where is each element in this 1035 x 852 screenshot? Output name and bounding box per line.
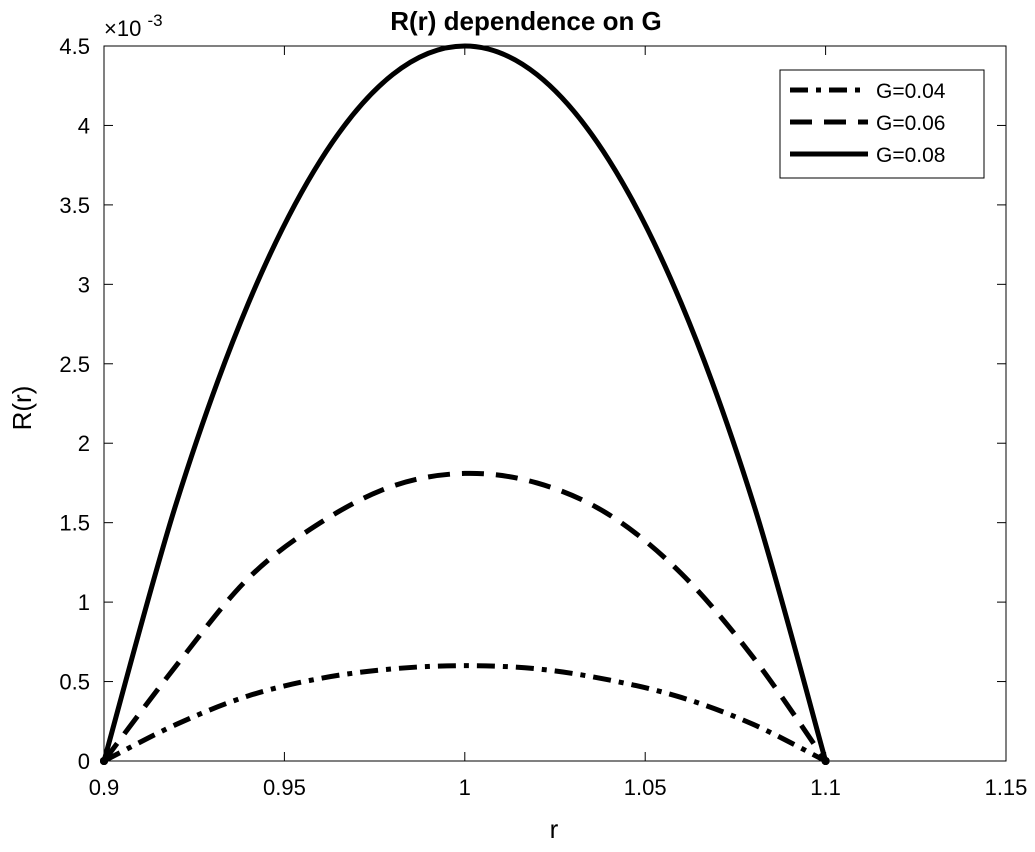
x-tick-label: 0.95 [263, 775, 306, 800]
y-multiplier-exponent: -3 [147, 11, 162, 30]
series-point [100, 757, 108, 765]
series-group [100, 43, 830, 765]
ticks-group: 0.9 0.95 1 1.05 1.1 1.15 0 0.5 1 1.5 2 2.5 3 3.5 4 4.5 [59, 34, 1027, 800]
x-tick-label: 1 [459, 775, 471, 800]
legend-label: G=0.04 [876, 80, 946, 103]
series-line-G=0.06 [102, 470, 828, 763]
legend-box [779, 69, 985, 179]
y-tick-label: 1.5 [59, 511, 90, 536]
x-tick-label: 1.15 [985, 775, 1028, 800]
y-tick-label: 2 [78, 431, 90, 456]
x-tick-label: 1.1 [810, 775, 841, 800]
x-axis-label: r [550, 814, 559, 844]
y-tick-label: 3.5 [59, 193, 90, 218]
y-tick-label: 4 [78, 113, 90, 138]
series-line-G=0.08 [101, 43, 829, 762]
y-tick-label: 1 [78, 590, 90, 615]
y-tick-label: 2.5 [59, 352, 90, 377]
series-line-G=0.04 [102, 663, 827, 764]
y-axis-label: R(r) [7, 386, 37, 431]
chart-title: R(r) dependence on G [390, 6, 662, 36]
legend: G=0.04 G=0.06 G=0.08 [779, 69, 985, 179]
y-multiplier-label: ×10 -3 [104, 11, 163, 41]
y-tick-label: 4.5 [59, 34, 90, 59]
y-tick-label: 3 [78, 272, 90, 297]
y-multiplier-base: ×10 [104, 16, 141, 41]
x-tick-label: 0.9 [89, 775, 120, 800]
y-tick-label: 0 [78, 749, 90, 774]
series-point [821, 757, 830, 765]
legend-label: G=0.06 [876, 112, 945, 135]
legend-label: G=0.08 [876, 144, 945, 167]
x-tick-label: 1.05 [624, 775, 667, 800]
y-tick-label: 0.5 [59, 670, 90, 695]
